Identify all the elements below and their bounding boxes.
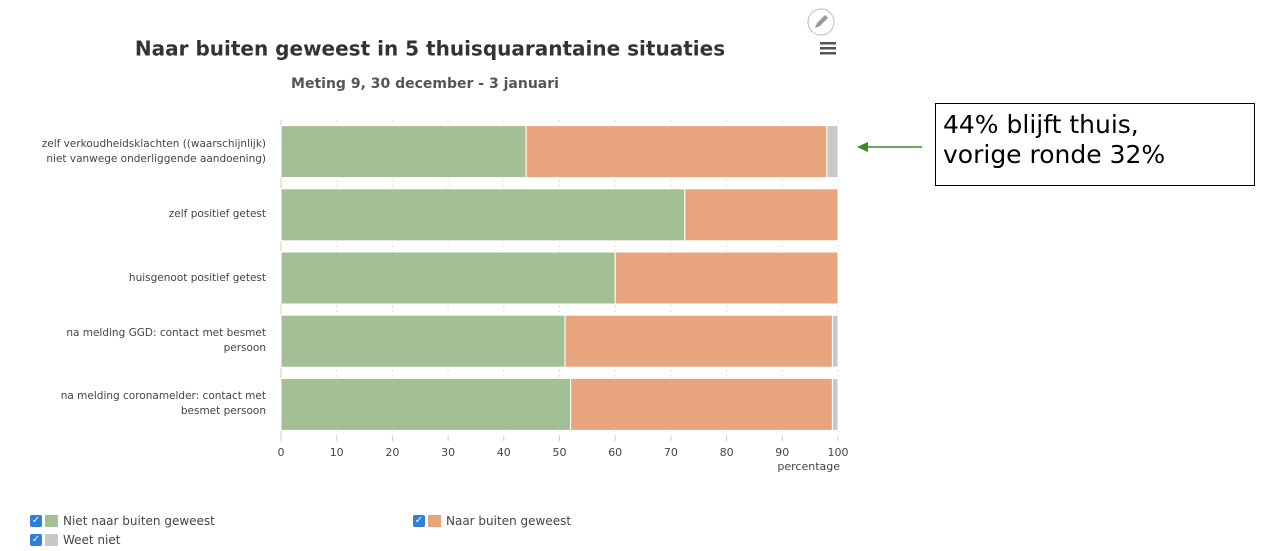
- menu-button[interactable]: [820, 42, 836, 55]
- bar-segment: [564, 314, 833, 368]
- legend-item[interactable]: ✓ Naar buiten geweest: [413, 514, 571, 528]
- chart-title: Naar buiten geweest in 5 thuisquarantain…: [135, 37, 725, 61]
- bar-segment: [831, 377, 839, 431]
- bar-segment: [280, 377, 572, 431]
- category-label: na melding GGD: contact met besmet perso…: [66, 327, 266, 355]
- annotation: 44% blijft thuis, vorige ronde 32%: [935, 103, 1255, 186]
- legend-checkbox[interactable]: ✓: [413, 515, 425, 527]
- bar-segment: [280, 251, 616, 305]
- x-tick-label: 60: [608, 446, 622, 459]
- category-label: zelf verkoudheidsklachten ((waarschijnli…: [41, 137, 266, 165]
- bar-segment: [280, 314, 566, 368]
- bar-segment: [614, 251, 839, 305]
- bar-segment: [570, 377, 833, 431]
- x-tick-label: 100: [828, 446, 849, 459]
- x-tick-label: 90: [775, 446, 789, 459]
- legend-item[interactable]: ✓ Niet naar buiten geweest: [30, 514, 215, 528]
- x-tick-label: 70: [664, 446, 678, 459]
- legend-label: Niet naar buiten geweest: [63, 514, 215, 528]
- annotation-arrow: [857, 142, 922, 152]
- category-label: huisgenoot positief getest: [128, 271, 266, 284]
- legend-item[interactable]: ✓ Weet niet: [30, 533, 120, 547]
- legend-checkbox[interactable]: ✓: [30, 534, 42, 546]
- x-tick-label: 50: [553, 446, 567, 459]
- edit-button[interactable]: [807, 8, 835, 36]
- legend-label: Weet niet: [63, 533, 121, 547]
- category-label: na melding coronamelder: contact met bes…: [60, 390, 266, 418]
- legend-label: Naar buiten geweest: [446, 514, 572, 528]
- legend-swatch: [45, 534, 58, 546]
- x-axis-label: percentage: [777, 460, 840, 473]
- bar-segment: [525, 125, 828, 179]
- bar-segment: [684, 188, 839, 242]
- bar-segment: [280, 188, 686, 242]
- legend-swatch: [45, 515, 58, 527]
- category-label: zelf positief getest: [168, 208, 266, 221]
- x-tick-label: 20: [385, 446, 399, 459]
- legend-swatch: [428, 515, 441, 527]
- x-tick-label: 0: [278, 446, 285, 459]
- bar-segment: [831, 314, 839, 368]
- legend-checkbox[interactable]: ✓: [30, 515, 42, 527]
- x-tick-label: 80: [720, 446, 734, 459]
- x-tick-label: 40: [497, 446, 511, 459]
- x-tick-label: 10: [330, 446, 344, 459]
- bar-segment: [280, 125, 527, 179]
- bar-segment: [826, 125, 839, 179]
- chart-subtitle: Meting 9, 30 december - 3 januari: [291, 76, 559, 92]
- x-tick-label: 30: [441, 446, 455, 459]
